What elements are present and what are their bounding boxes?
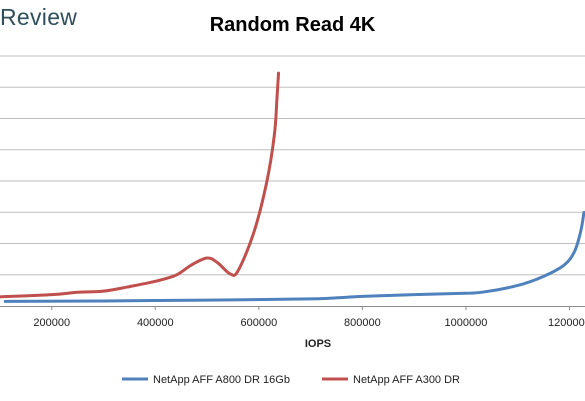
- series-lines: [0, 71, 585, 303]
- x-tick-label: 400000: [137, 317, 174, 329]
- x-tick-labels: 200000 400000 600000 800000 1000000 1200000: [33, 306, 585, 329]
- series-line-2: [0, 71, 281, 299]
- x-tick-label: 1200000: [548, 317, 585, 329]
- x-axis-label: IOPS: [305, 338, 331, 350]
- brand-logo-text: Review: [0, 4, 78, 30]
- x-tick-label: 200000: [33, 317, 70, 329]
- series-line-1: [3, 210, 585, 303]
- legend-label: NetApp AFF A300 DR: [353, 374, 460, 386]
- x-tick-label: 1000000: [445, 317, 488, 329]
- gridlines: [0, 55, 585, 276]
- legend: NetApp AFF A800 DR 16Gb NetApp AFF A300 D…: [122, 374, 460, 386]
- x-tick-label: 600000: [240, 317, 277, 329]
- legend-label: NetApp AFF A800 DR 16Gb: [153, 374, 290, 386]
- x-tick-label: 800000: [344, 317, 381, 329]
- chart-title: Random Read 4K: [209, 14, 376, 36]
